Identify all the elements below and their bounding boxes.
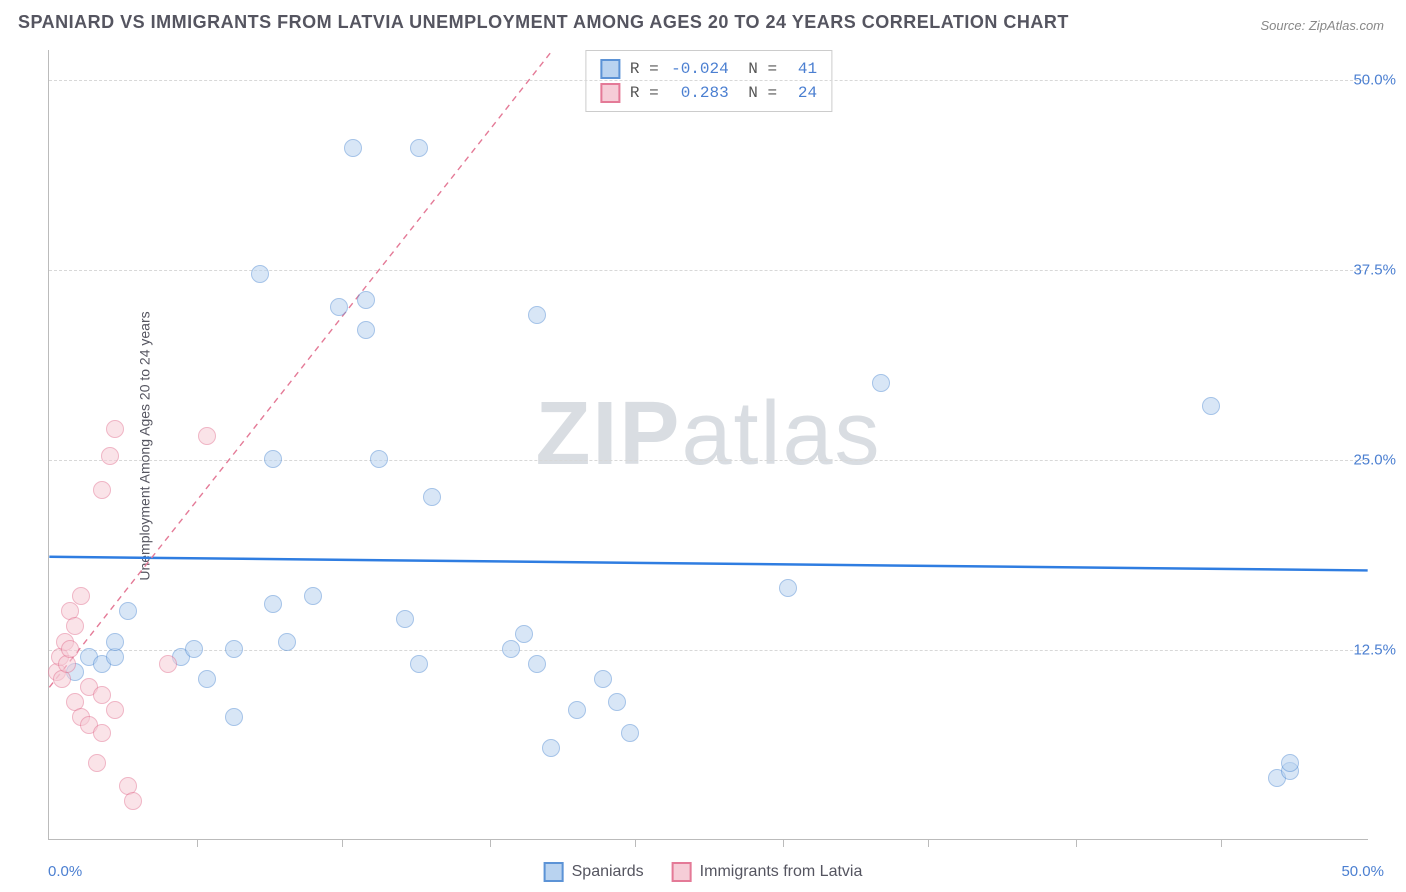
data-point xyxy=(185,640,203,658)
gridline xyxy=(49,270,1368,271)
gridline xyxy=(49,650,1368,651)
data-point xyxy=(106,701,124,719)
legend-r-value: -0.024 xyxy=(669,57,729,81)
data-point xyxy=(502,640,520,658)
data-point xyxy=(61,640,79,658)
legend-r-value: 0.283 xyxy=(669,81,729,105)
legend-label: Spaniards xyxy=(572,863,644,881)
data-point xyxy=(72,587,90,605)
legend-n-label: N = xyxy=(739,57,777,81)
data-point xyxy=(93,724,111,742)
gridline xyxy=(49,80,1368,81)
x-tick xyxy=(342,839,343,847)
data-point xyxy=(621,724,639,742)
data-point xyxy=(410,139,428,157)
gridline xyxy=(49,460,1368,461)
x-tick-min: 0.0% xyxy=(48,863,82,880)
legend-n-value: 41 xyxy=(787,57,817,81)
data-point xyxy=(542,739,560,757)
data-point xyxy=(330,298,348,316)
legend-swatch xyxy=(600,83,620,103)
legend-swatch xyxy=(544,862,564,882)
x-tick xyxy=(1221,839,1222,847)
legend-row: R = 0.283 N = 24 xyxy=(600,81,817,105)
data-point xyxy=(106,633,124,651)
legend-label: Immigrants from Latvia xyxy=(700,863,863,881)
source-credit: Source: ZipAtlas.com xyxy=(1260,18,1384,33)
data-point xyxy=(124,792,142,810)
data-point xyxy=(344,139,362,157)
trend-line xyxy=(49,50,1367,687)
data-point xyxy=(159,655,177,673)
x-tick xyxy=(197,839,198,847)
data-point xyxy=(423,488,441,506)
trend-line xyxy=(49,557,1367,571)
legend-n-value: 24 xyxy=(787,81,817,105)
y-tick-label: 37.5% xyxy=(1353,262,1396,279)
data-point xyxy=(779,579,797,597)
data-point xyxy=(88,754,106,772)
data-point xyxy=(568,701,586,719)
legend-swatch xyxy=(600,59,620,79)
data-point xyxy=(198,670,216,688)
series-legend: Spaniards Immigrants from Latvia xyxy=(544,862,863,882)
watermark: ZIPatlas xyxy=(535,383,881,486)
data-point xyxy=(1281,754,1299,772)
legend-row: R = -0.024 N = 41 xyxy=(600,57,817,81)
legend-r-label: R = xyxy=(630,57,659,81)
data-point xyxy=(106,420,124,438)
data-point xyxy=(594,670,612,688)
data-point xyxy=(225,640,243,658)
x-tick xyxy=(928,839,929,847)
data-point xyxy=(225,708,243,726)
legend-item: Immigrants from Latvia xyxy=(672,862,863,882)
data-point xyxy=(198,427,216,445)
data-point xyxy=(1202,397,1220,415)
scatter-plot: ZIPatlas R = -0.024 N = 41 R = 0.283 N = 24 xyxy=(48,50,1368,840)
x-tick-max: 50.0% xyxy=(1341,863,1384,880)
data-point xyxy=(119,602,137,620)
data-point xyxy=(608,693,626,711)
legend-n-label: N = xyxy=(739,81,777,105)
data-point xyxy=(357,321,375,339)
x-tick xyxy=(783,839,784,847)
data-point xyxy=(357,291,375,309)
y-tick-label: 12.5% xyxy=(1353,642,1396,659)
x-tick xyxy=(635,839,636,847)
data-point xyxy=(66,617,84,635)
data-point xyxy=(515,625,533,643)
data-point xyxy=(264,450,282,468)
data-point xyxy=(528,655,546,673)
data-point xyxy=(264,595,282,613)
data-point xyxy=(101,447,119,465)
legend-r-label: R = xyxy=(630,81,659,105)
data-point xyxy=(370,450,388,468)
data-point xyxy=(93,481,111,499)
chart-title: SPANIARD VS IMMIGRANTS FROM LATVIA UNEMP… xyxy=(18,12,1069,33)
data-point xyxy=(872,374,890,392)
x-tick xyxy=(490,839,491,847)
y-tick-label: 25.0% xyxy=(1353,452,1396,469)
legend-swatch xyxy=(672,862,692,882)
data-point xyxy=(58,655,76,673)
data-point xyxy=(278,633,296,651)
x-tick xyxy=(1076,839,1077,847)
legend-item: Spaniards xyxy=(544,862,644,882)
y-tick-label: 50.0% xyxy=(1353,72,1396,89)
data-point xyxy=(528,306,546,324)
data-point xyxy=(251,265,269,283)
data-point xyxy=(396,610,414,628)
trend-lines-layer xyxy=(49,50,1368,839)
data-point xyxy=(410,655,428,673)
data-point xyxy=(304,587,322,605)
data-point xyxy=(93,686,111,704)
